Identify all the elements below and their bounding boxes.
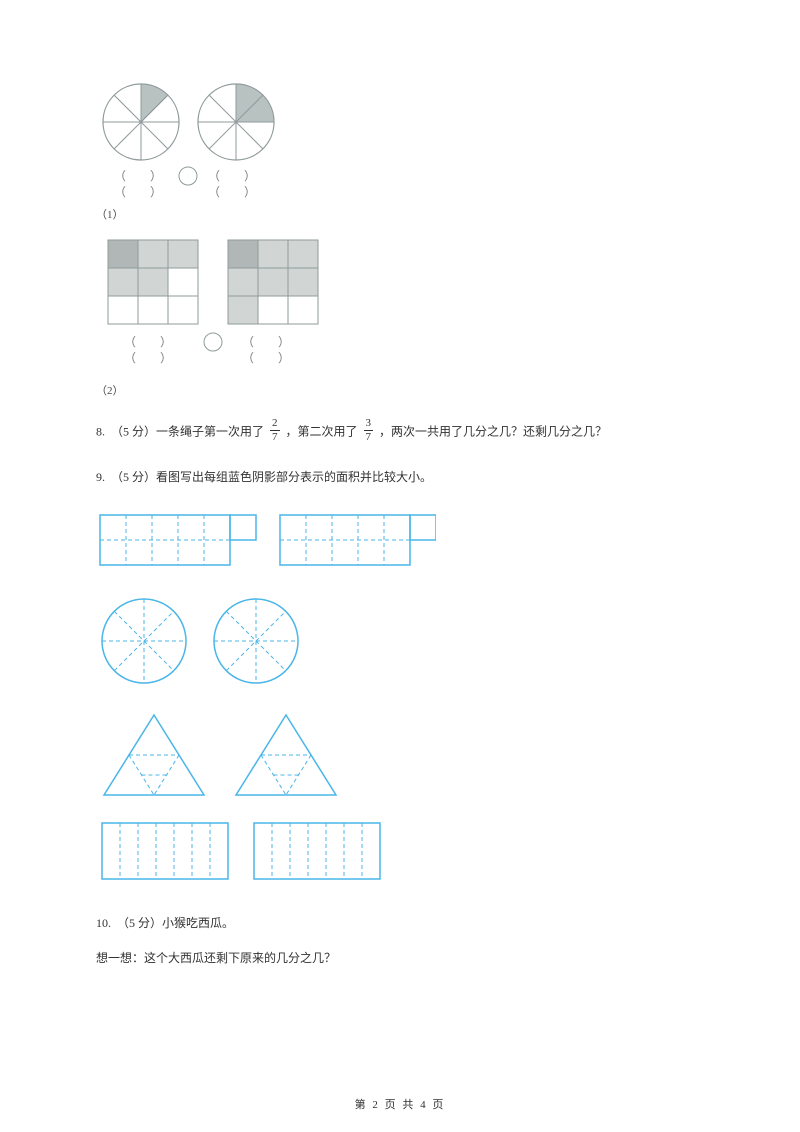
q9-triangles xyxy=(96,711,704,801)
q8-frac1: 27 xyxy=(270,418,280,443)
sublabel-2: （2） xyxy=(96,382,704,398)
q8-num: 8. xyxy=(96,424,105,438)
q8-t3: ，两次一共用了几分之几？还剩几分之几？ xyxy=(379,424,607,438)
q10-num: 10. xyxy=(96,916,111,930)
question-8: 8. （5 分）一条绳子第一次用了 27 ，第二次用了 37 ，两次一共用了几分… xyxy=(96,420,704,445)
q9-rects xyxy=(96,507,704,577)
page-footer: 第 2 页 共 4 页 xyxy=(0,1096,800,1112)
q8-points: （5 分） xyxy=(111,424,156,438)
svg-text:（ ）: （ ） xyxy=(242,351,290,365)
svg-text:（ ）: （ ） xyxy=(124,335,172,349)
pies-svg: （ ） （ ） （ ） （ ） xyxy=(96,80,316,200)
svg-text:（ ）: （ ） xyxy=(124,351,172,365)
q10b-text: 想一想：这个大西瓜还剩下原来的几分之几？ xyxy=(96,951,336,965)
page-content: （ ） （ ） （ ） （ ） （1） xyxy=(0,0,800,970)
q9-vert-rects xyxy=(96,819,704,889)
q10-points: （5 分） xyxy=(117,916,162,930)
q9-points: （5 分） xyxy=(111,470,156,484)
grids-svg: （ ） （ ） （ ） （ ） xyxy=(96,236,356,376)
sublabel-1: （1） xyxy=(96,206,704,222)
svg-text:（ ）: （ ） xyxy=(208,185,256,199)
svg-text:（ ）: （ ） xyxy=(208,169,256,183)
figure-grids: （ ） （ ） （ ） （ ） xyxy=(96,236,704,376)
question-9: 9. （5 分）看图写出每组蓝色阴影部分表示的面积并比较大小。 xyxy=(96,467,704,489)
q9-text: 看图写出每组蓝色阴影部分表示的面积并比较大小。 xyxy=(156,470,432,484)
q8-frac2: 37 xyxy=(364,418,374,443)
q8-t2: ，第二次用了 xyxy=(286,424,358,438)
q8-t1: 一条绳子第一次用了 xyxy=(156,424,264,438)
question-10: 10. （5 分）小猴吃西瓜。 xyxy=(96,913,704,935)
q9-circles xyxy=(96,593,704,693)
figure-pies: （ ） （ ） （ ） （ ） xyxy=(96,80,704,200)
svg-text:（ ）: （ ） xyxy=(242,335,290,349)
svg-text:（ ）: （ ） xyxy=(114,185,162,199)
question-10b: 想一想：这个大西瓜还剩下原来的几分之几？ xyxy=(96,948,704,970)
q9-num: 9. xyxy=(96,470,105,484)
svg-text:（ ）: （ ） xyxy=(114,169,162,183)
q10-text: 小猴吃西瓜。 xyxy=(162,916,234,930)
